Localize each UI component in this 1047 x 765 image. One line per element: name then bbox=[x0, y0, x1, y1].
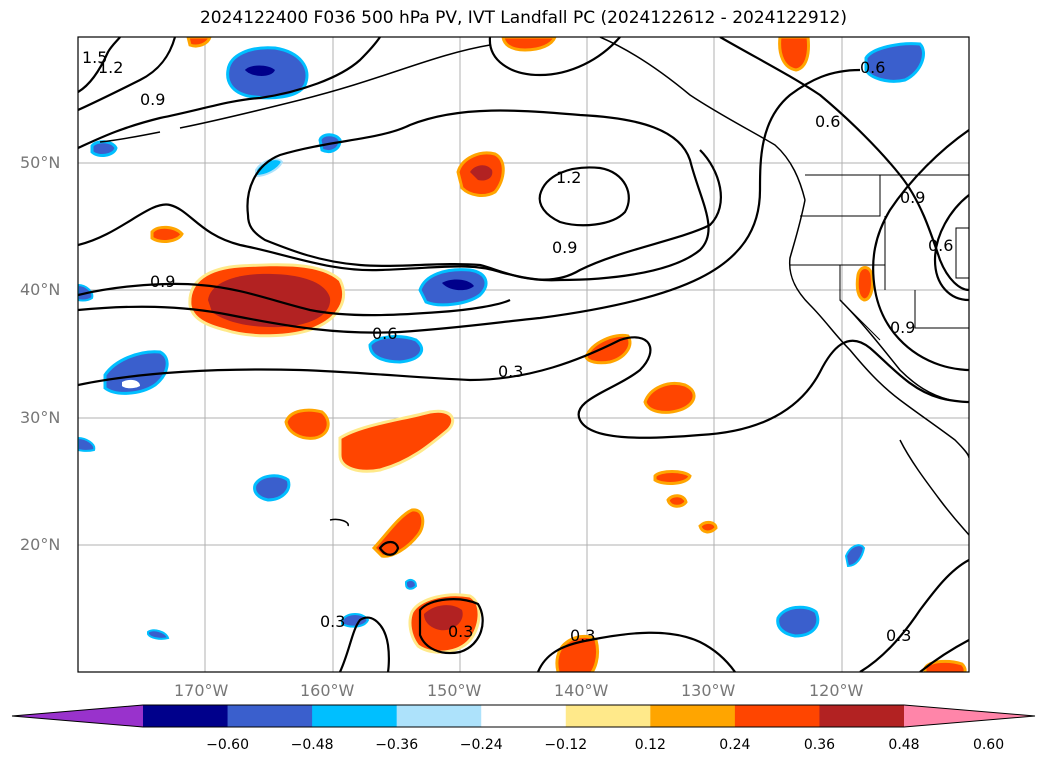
coastline bbox=[99, 37, 969, 536]
colorbar-tick-label: 0.12 bbox=[634, 737, 666, 753]
lon-label-160w: 160°W bbox=[300, 681, 355, 700]
lon-label-140w: 140°W bbox=[554, 681, 609, 700]
contour-label: 0.3 bbox=[498, 362, 524, 381]
colorbar-tick-label: −0.48 bbox=[290, 737, 334, 753]
pv-contours bbox=[78, 37, 969, 672]
colorbar-segment bbox=[565, 705, 651, 727]
colorbar-segment bbox=[734, 705, 820, 727]
contour-label: 1.5 bbox=[82, 48, 108, 67]
lon-label-130w: 130°W bbox=[681, 681, 736, 700]
colorbar-segment bbox=[227, 705, 313, 727]
gridlines bbox=[78, 37, 969, 672]
borders bbox=[790, 174, 969, 341]
colorbar-tick-label: −0.36 bbox=[375, 737, 419, 753]
contour-label: 0.3 bbox=[320, 612, 346, 631]
colorbar-extend-max bbox=[904, 705, 1035, 727]
lon-label-170w: 170°W bbox=[174, 681, 229, 700]
contour-label: 0.9 bbox=[552, 238, 578, 257]
contour-label: 0.9 bbox=[150, 272, 176, 291]
map-title: 2024122400 F036 500 hPa PV, IVT Landfall… bbox=[199, 8, 847, 28]
contour-label: 0.3 bbox=[886, 626, 912, 645]
colorbar-segment bbox=[312, 705, 398, 727]
contour-label: 0.3 bbox=[448, 622, 474, 641]
contour-label: 0.9 bbox=[900, 188, 926, 207]
colorbar-tick-label: 0.60 bbox=[972, 737, 1005, 753]
colorbar-tick-label: −0.60 bbox=[206, 737, 249, 753]
lat-label-30n: 30°N bbox=[20, 408, 61, 427]
colorbar-tick-label: −0.12 bbox=[544, 737, 588, 753]
lat-label-40n: 40°N bbox=[20, 280, 61, 299]
contour-label: 0.6 bbox=[372, 324, 398, 343]
colorbar-segment bbox=[396, 705, 482, 727]
map-area bbox=[78, 37, 969, 672]
negative-anomalies bbox=[78, 42, 925, 640]
contour-label: 0.6 bbox=[860, 58, 886, 77]
positive-anomalies bbox=[150, 37, 967, 672]
colorbar-tick-label: 0.48 bbox=[888, 737, 920, 753]
colorbar-tick-label: −0.24 bbox=[459, 737, 503, 753]
contour-label: 0.3 bbox=[570, 626, 596, 645]
contour-label: 0.6 bbox=[928, 236, 954, 255]
lat-label-20n: 20°N bbox=[20, 535, 61, 554]
colorbar-segment bbox=[481, 705, 567, 727]
colorbar-extend-min bbox=[12, 705, 143, 727]
colorbar-outline bbox=[11, 704, 1036, 728]
lon-label-120w: 120°W bbox=[809, 681, 864, 700]
lat-label-50n: 50°N bbox=[20, 153, 61, 172]
colorbar bbox=[11, 704, 1036, 728]
colorbar-tick-label: 0.24 bbox=[719, 737, 751, 753]
contour-label: 1.2 bbox=[556, 168, 582, 187]
contour-label: 0.9 bbox=[140, 90, 166, 109]
colorbar-tick-label: 0.36 bbox=[803, 737, 836, 753]
contour-label: 0.9 bbox=[890, 318, 916, 337]
contour-label: 0.6 bbox=[815, 112, 841, 131]
colorbar-segment bbox=[143, 705, 229, 727]
contour-label: 1.2 bbox=[98, 58, 124, 77]
colorbar-segment bbox=[819, 705, 905, 727]
map-frame bbox=[77, 36, 970, 673]
colorbar-segment bbox=[650, 705, 736, 727]
lon-label-150w: 150°W bbox=[427, 681, 482, 700]
